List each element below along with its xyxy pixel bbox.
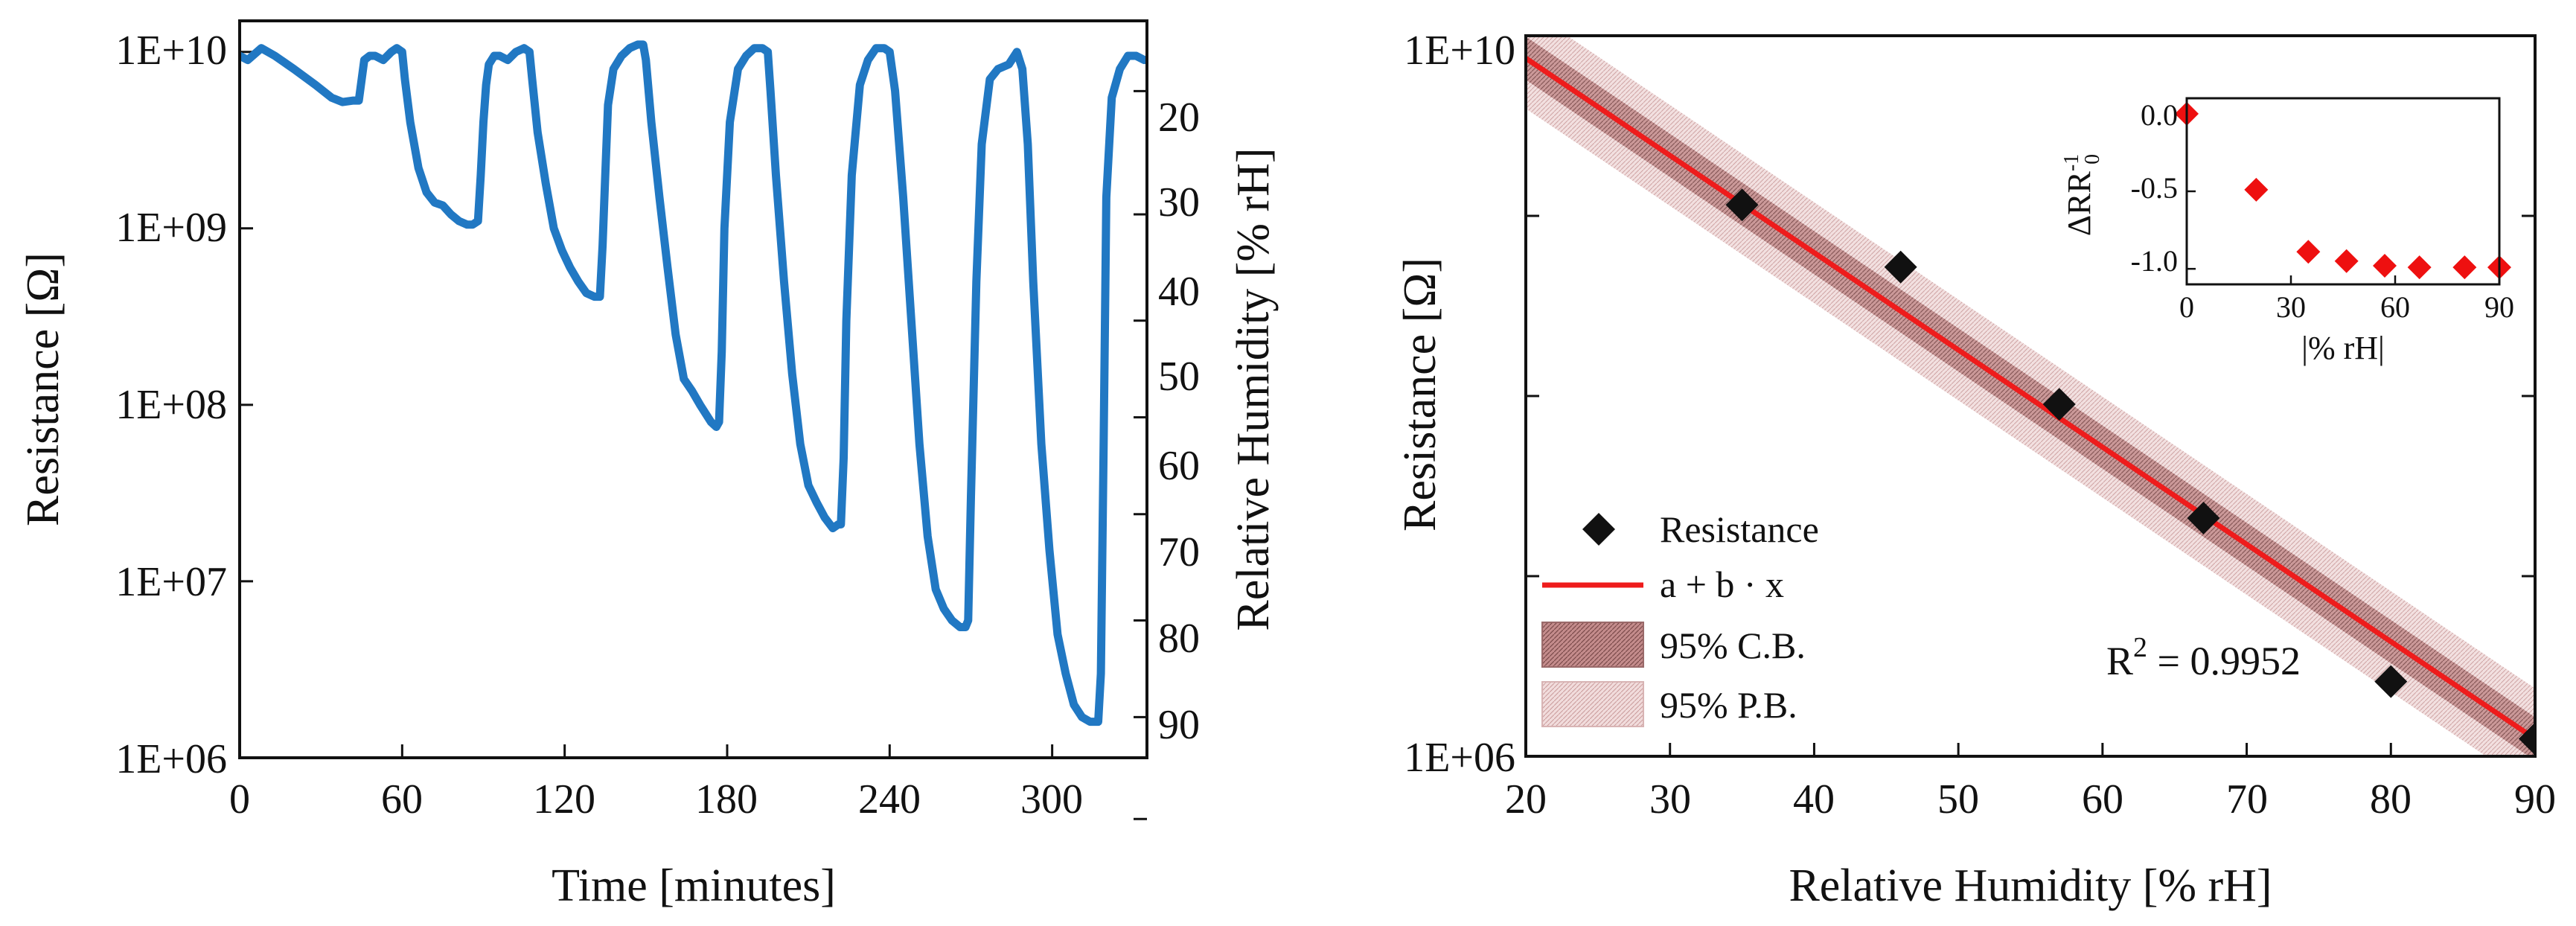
- right-xtick-40: 40: [1793, 776, 1835, 823]
- left-y2tick-20: 20: [1158, 95, 1200, 141]
- right-y-axis-label: Resistance [Ω]: [1395, 258, 1445, 531]
- inset-point: [2373, 254, 2397, 278]
- inset-xtick-90: 90: [2484, 290, 2514, 324]
- r2-annotation: R2 = 0.9952: [2106, 632, 2301, 683]
- left-chart: 0 60 120 180 240 300 1E+06 1E+07 1E+08 1…: [18, 19, 1279, 911]
- legend-label-fit: a + b · x: [1660, 563, 1784, 605]
- right-xtick-80: 80: [2370, 776, 2412, 823]
- inset-ytick-minus1: -1.0: [2131, 244, 2178, 278]
- right-xtick-90: 90: [2514, 776, 2556, 823]
- left-xtick-60: 60: [381, 776, 423, 823]
- left-y2tick-70: 70: [1158, 529, 1200, 575]
- legend-marker-diamond: [1582, 513, 1615, 546]
- resistance-point: [2042, 388, 2076, 421]
- inset-point: [2452, 255, 2477, 280]
- right-xtick-70: 70: [2226, 776, 2268, 823]
- left-xtick-180: 180: [695, 776, 758, 823]
- left-xtick-120: 120: [533, 776, 595, 823]
- inset-ylabel-main: ΔRR: [2061, 171, 2097, 237]
- legend-pb-swatch: [1541, 681, 1644, 727]
- left-y2tick-60: 60: [1158, 443, 1200, 489]
- legend-label-pb: 95% P.B.: [1660, 684, 1797, 726]
- left-y2tick-30: 30: [1158, 179, 1200, 226]
- left-ticks: [238, 51, 1147, 820]
- resistance-point: [2519, 722, 2535, 756]
- resistance-point: [2374, 665, 2408, 698]
- left-y2tick-80: 80: [1158, 616, 1200, 662]
- left-y2tick-40: 40: [1158, 269, 1200, 315]
- fit-line: [1526, 55, 2535, 742]
- right-ytick-1e10: 1E+10: [1404, 28, 1515, 74]
- right-plot-frame: [1524, 34, 2537, 758]
- left-ytick-1e06: 1E+06: [115, 736, 227, 782]
- inset-frame: [2185, 97, 2501, 286]
- inset-point: [2407, 255, 2432, 280]
- legend-label-cb: 95% C.B.: [1660, 625, 1806, 666]
- right-xtick-20: 20: [1505, 776, 1547, 823]
- left-ytick-1e08: 1E+08: [115, 382, 227, 428]
- left-y2tick-50: 50: [1158, 354, 1200, 400]
- resistance-trace: [240, 40, 1147, 727]
- left-ytick-1e09: 1E+09: [115, 205, 227, 251]
- left-xtick-300: 300: [1020, 776, 1083, 823]
- inset-ylabel-sub: 0: [2081, 154, 2104, 165]
- legend: Resistance a + b · x 95% C.B. 95% P.B.: [1541, 508, 1819, 727]
- left-y2tick-90: 90: [1158, 702, 1200, 748]
- inset-xtick-30: 30: [2276, 290, 2306, 324]
- inset-y-axis-label: ΔRR-10: [2060, 154, 2104, 236]
- resistance-point: [2187, 502, 2220, 535]
- inset-point: [2244, 177, 2269, 202]
- left-xtick-240: 240: [858, 776, 921, 823]
- legend-label-resistance: Resistance: [1660, 508, 1819, 550]
- left-ytick-1e07: 1E+07: [115, 559, 227, 605]
- right-chart: 20 30 40 50 60 70 80 90 1E+06 1E+10 Rela…: [1395, 28, 2556, 911]
- resistance-markers: [1725, 188, 2535, 756]
- right-xtick-30: 30: [1649, 776, 1691, 823]
- inset-point: [2334, 249, 2359, 273]
- r2-prefix: R: [2106, 639, 2133, 683]
- inset-xtick-60: 60: [2380, 290, 2410, 324]
- right-xtick-60: 60: [2082, 776, 2123, 823]
- inset-ytick-minus0.5: -0.5: [2131, 171, 2178, 205]
- right-ytick-1e06: 1E+06: [1404, 735, 1515, 781]
- inset-ytick-0: 0.0: [2141, 98, 2178, 132]
- left-x-axis-label: Time [minutes]: [552, 860, 836, 911]
- left-plot-frame: [238, 19, 1148, 759]
- left-xtick-0: 0: [229, 776, 250, 823]
- inset-xtick-0: 0: [2179, 290, 2194, 324]
- resistance-point: [1884, 250, 1917, 284]
- inset-point: [2296, 240, 2321, 264]
- inset-chart: 0 30 60 90 0.0 -0.5 -1.0 |% rH| ΔRR-10: [2060, 97, 2514, 366]
- left-y2-axis-label: Relative Humidity [% rH]: [1228, 147, 1279, 630]
- legend-cb-swatch: [1541, 622, 1644, 668]
- resistance-point: [1725, 188, 1759, 222]
- inset-x-axis-label: |% rH|: [2301, 330, 2385, 366]
- r2-value: = 0.9952: [2147, 639, 2301, 683]
- right-xtick-50: 50: [1937, 776, 1979, 823]
- right-x-axis-label: Relative Humidity [% rH]: [1789, 860, 2272, 911]
- left-ytick-1e10: 1E+10: [115, 28, 227, 74]
- left-y-axis-label: Resistance [Ω]: [18, 252, 68, 526]
- inset-ylabel-sup: -1: [2060, 154, 2083, 171]
- r2-superscript: 2: [2133, 632, 2147, 663]
